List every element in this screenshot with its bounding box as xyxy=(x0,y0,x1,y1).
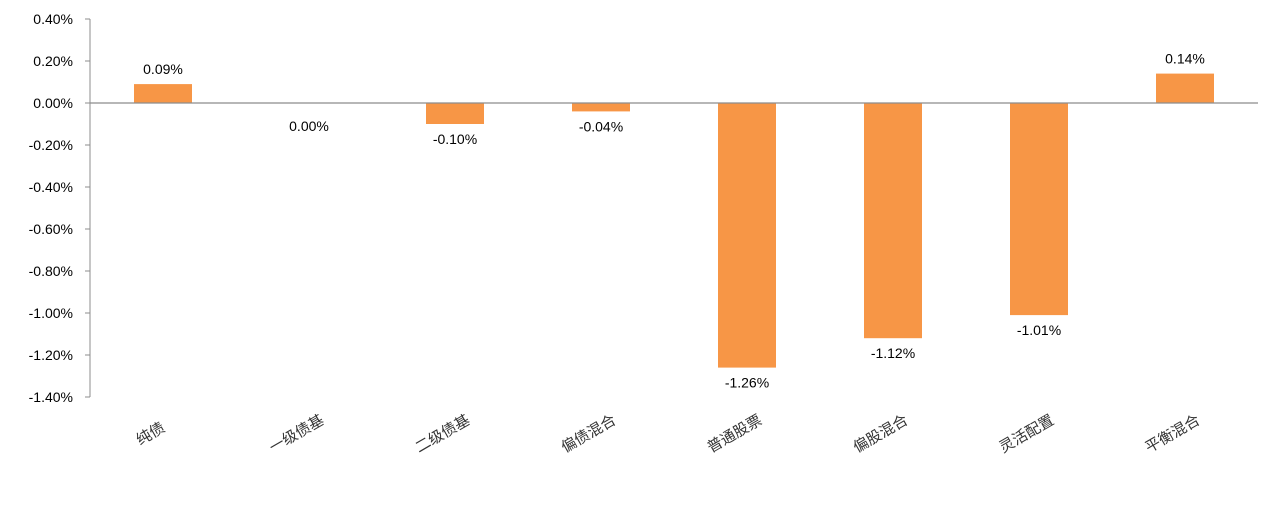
bar xyxy=(1156,73,1214,103)
bars xyxy=(134,73,1214,368)
bar xyxy=(134,84,192,103)
bar xyxy=(864,103,922,339)
x-category-label: 平衡混合 xyxy=(1142,411,1203,457)
bar xyxy=(718,103,776,368)
x-category-label: 灵活配置 xyxy=(996,411,1057,457)
x-category-label: 二级债基 xyxy=(412,411,473,457)
y-tick-label: 0.40% xyxy=(33,11,73,27)
y-tick-label: -0.20% xyxy=(29,137,73,153)
y-tick-label: -0.60% xyxy=(29,221,73,237)
data-label: -1.01% xyxy=(1017,322,1061,338)
data-label: 0.09% xyxy=(143,61,183,77)
y-tick-label: -1.40% xyxy=(29,389,73,405)
bar xyxy=(426,103,484,124)
y-tick-label: -0.40% xyxy=(29,179,73,195)
y-tick-label: 0.20% xyxy=(33,53,73,69)
data-labels: 0.09% 0.00% -0.10% -0.04% -1.26% -1.12% -1.01%… xyxy=(143,51,1205,391)
x-category-label: 普通股票 xyxy=(704,411,765,457)
data-label: -0.04% xyxy=(579,118,623,134)
data-label: 0.00% xyxy=(289,118,329,134)
data-label: -0.10% xyxy=(433,131,477,147)
data-label: 0.14% xyxy=(1165,51,1205,67)
y-tick-label: 0.00% xyxy=(33,95,73,111)
y-tick-label: -1.20% xyxy=(29,347,73,363)
data-label: -1.26% xyxy=(725,375,769,391)
y-tick-label: -1.00% xyxy=(29,305,73,321)
x-category-label: 一级债基 xyxy=(266,411,327,457)
y-axis: 0.40% 0.20% 0.00% -0.20% -0.40% -0.60% -0.80% -… xyxy=(29,11,91,405)
bar xyxy=(572,103,630,112)
y-tick-label: -0.80% xyxy=(29,263,73,279)
data-label: -1.12% xyxy=(871,345,915,361)
bar xyxy=(1010,103,1068,316)
x-category-label: 偏债混合 xyxy=(558,411,619,457)
x-category-label: 纯债 xyxy=(133,418,168,449)
x-axis-labels: 纯债 一级债基 二级债基 偏债混合 普通股票 偏股混合 灵活配置 平衡混合 xyxy=(133,411,1203,457)
x-category-label: 偏股混合 xyxy=(850,411,911,457)
